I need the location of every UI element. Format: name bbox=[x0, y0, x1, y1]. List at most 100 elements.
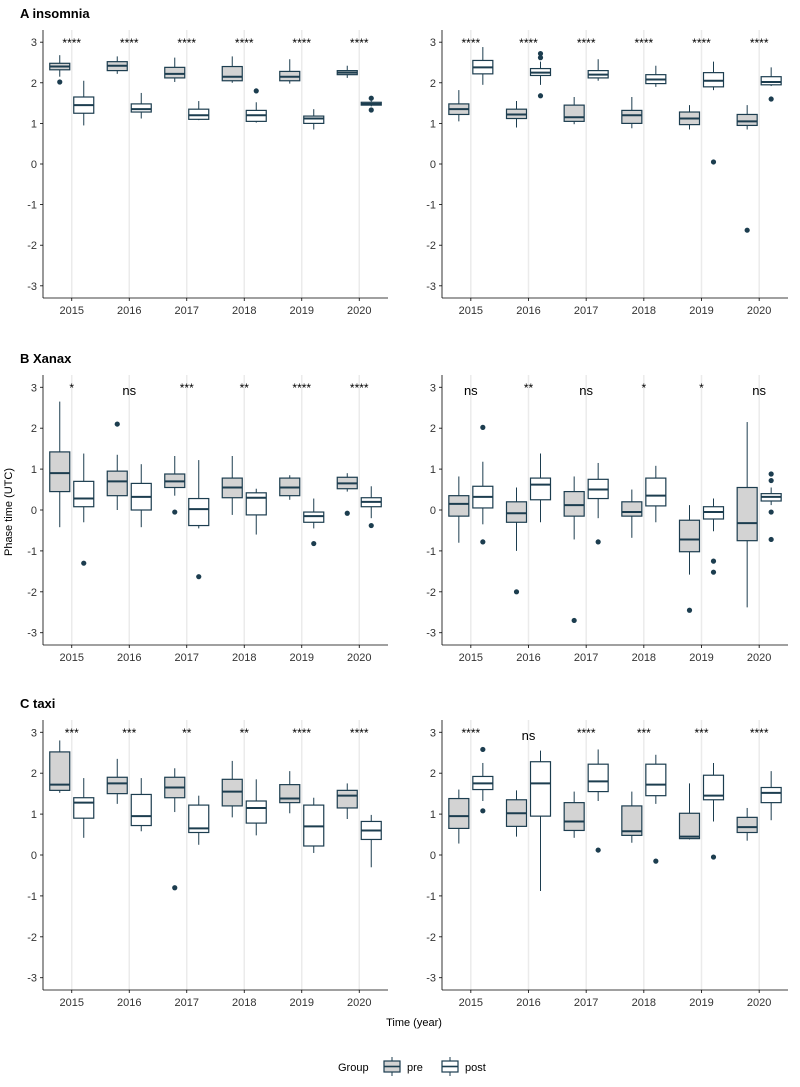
x-tick-label: 2020 bbox=[747, 997, 771, 1009]
outlier-point bbox=[710, 558, 717, 564]
x-tick-label: 2016 bbox=[117, 305, 141, 317]
y-tick-label: 0 bbox=[430, 850, 436, 862]
box-post bbox=[702, 61, 725, 165]
box-body bbox=[188, 497, 210, 527]
outlier-point bbox=[368, 107, 374, 113]
box-body bbox=[188, 804, 210, 834]
box-body bbox=[221, 65, 243, 82]
legend: Group pre post bbox=[338, 1057, 486, 1076]
x-tick-label: 2015 bbox=[459, 305, 483, 317]
box-body bbox=[505, 501, 528, 523]
x-tick-label: 2019 bbox=[689, 305, 713, 317]
outlier-point bbox=[768, 509, 774, 515]
x-tick-label: 2015 bbox=[60, 305, 84, 317]
outlier-point bbox=[537, 93, 544, 99]
significance-label: **** bbox=[120, 36, 139, 50]
box-body bbox=[760, 76, 782, 86]
box-pre bbox=[279, 59, 301, 84]
box-pre bbox=[563, 97, 585, 125]
legend-label-pre: pre bbox=[407, 1062, 423, 1074]
y-tick-label: -1 bbox=[426, 200, 436, 212]
box-body bbox=[621, 109, 643, 124]
significance-label: *** bbox=[122, 726, 136, 740]
box-post bbox=[360, 95, 382, 113]
y-tick-label: -2 bbox=[27, 932, 37, 944]
x-tick-label: 2017 bbox=[574, 652, 598, 664]
outlier-point bbox=[57, 79, 63, 85]
outlier-point bbox=[114, 421, 120, 427]
y-tick-label: 2 bbox=[31, 78, 37, 90]
box-post bbox=[529, 453, 552, 523]
box-body bbox=[130, 793, 152, 827]
significance-label: ** bbox=[240, 381, 250, 395]
box-body bbox=[279, 784, 301, 804]
outlier-point bbox=[595, 539, 601, 545]
y-tick-label: 2 bbox=[430, 768, 436, 780]
box-pre bbox=[106, 758, 128, 804]
box-body bbox=[587, 763, 609, 793]
y-tick-label: 3 bbox=[31, 727, 37, 739]
y-tick-label: -3 bbox=[27, 281, 37, 293]
box-post bbox=[645, 465, 667, 523]
y-tick-label: 0 bbox=[430, 159, 436, 171]
significance-label: **** bbox=[350, 36, 369, 50]
box-post bbox=[587, 462, 609, 545]
box-pre bbox=[49, 55, 71, 85]
outlier-point bbox=[368, 95, 374, 101]
y-tick-label: -1 bbox=[27, 200, 37, 212]
outlier-point bbox=[710, 159, 717, 165]
panels: 3 2 1 0 -1 -2 -3 2015 2016 2017 2018 2019 2020 A inso… bbox=[20, 6, 788, 1009]
x-tick-label: 2019 bbox=[290, 997, 314, 1009]
box-pre bbox=[279, 771, 301, 814]
significance-label: **** bbox=[461, 726, 480, 740]
y-tick-label: 0 bbox=[31, 850, 37, 862]
box-post bbox=[472, 746, 494, 814]
panel-1: 3 2 1 0 -1 -2 -3 2015 2016 2017 2018 2019 2020 A inso… bbox=[20, 6, 388, 317]
significance-label: *** bbox=[65, 726, 79, 740]
panel-title: A insomnia bbox=[20, 6, 90, 21]
panel-3: 3 2 1 0 -1 -2 -3 2015 2016 2017 2018 2019 2020 B Xana… bbox=[20, 351, 388, 664]
box-pre bbox=[736, 422, 758, 608]
box-pre bbox=[563, 791, 585, 838]
outlier-point bbox=[480, 424, 486, 430]
y-tick-label: 1 bbox=[430, 809, 436, 821]
box-pre bbox=[505, 101, 528, 128]
box-pre bbox=[164, 456, 186, 515]
x-tick-label: 2015 bbox=[459, 652, 483, 664]
y-tick-label: -3 bbox=[426, 973, 436, 985]
outlier-point bbox=[710, 854, 717, 860]
y-tick-label: 1 bbox=[31, 464, 37, 476]
legend-label-post: post bbox=[465, 1062, 486, 1074]
box-body bbox=[736, 816, 758, 834]
box-body bbox=[645, 763, 667, 797]
box-body bbox=[49, 451, 71, 493]
box-post bbox=[188, 460, 210, 580]
y-tick-label: 0 bbox=[31, 505, 37, 517]
box-pre bbox=[49, 401, 71, 528]
box-body bbox=[563, 104, 585, 122]
box-post bbox=[472, 424, 494, 545]
box-body bbox=[760, 786, 782, 804]
x-tick-label: 2019 bbox=[689, 997, 713, 1009]
significance-label: **** bbox=[519, 36, 538, 50]
x-tick-label: 2018 bbox=[632, 997, 656, 1009]
box-post bbox=[130, 92, 152, 119]
outlier-point bbox=[768, 536, 774, 543]
box-pre bbox=[621, 489, 643, 538]
box-pre bbox=[106, 421, 128, 510]
significance-label: **** bbox=[62, 36, 81, 50]
box-pre bbox=[336, 65, 358, 78]
box-body bbox=[49, 751, 71, 791]
box-pre bbox=[448, 789, 470, 844]
box-post bbox=[760, 471, 782, 543]
box-post bbox=[245, 88, 267, 123]
y-tick-label: 0 bbox=[430, 505, 436, 517]
box-pre bbox=[736, 807, 758, 841]
y-tick-label: 1 bbox=[31, 118, 37, 130]
significance-label: * bbox=[699, 381, 704, 395]
box-post bbox=[73, 453, 95, 566]
box-post bbox=[73, 778, 95, 838]
box-post bbox=[645, 754, 667, 864]
x-tick-label: 2017 bbox=[175, 305, 199, 317]
outlier-point bbox=[744, 227, 750, 233]
